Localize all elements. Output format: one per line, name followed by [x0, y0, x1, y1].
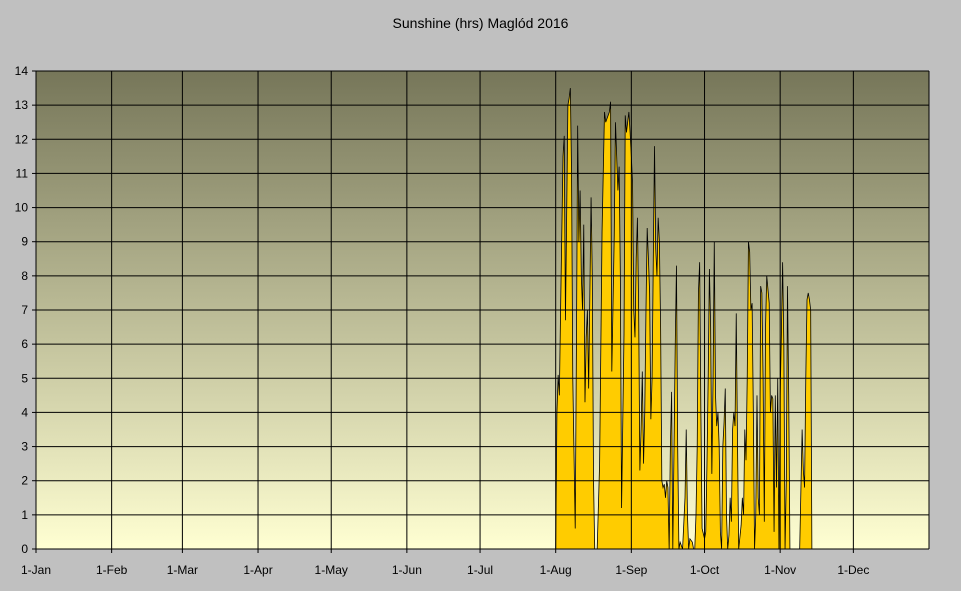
y-tick-label-2: 2 — [21, 474, 28, 488]
y-tick-label-8: 8 — [21, 269, 28, 283]
x-tick-label-1-Oct: 1-Oct — [690, 563, 720, 577]
y-tick-label-0: 0 — [21, 542, 28, 556]
y-tick-label-13: 13 — [15, 98, 29, 112]
x-tick-label-1-May: 1-May — [315, 563, 348, 577]
x-tick-label-1-Aug: 1-Aug — [540, 563, 572, 577]
y-tick-label-4: 4 — [21, 405, 28, 419]
y-tick-label-7: 7 — [21, 303, 28, 317]
x-tick-label-1-Jul: 1-Jul — [467, 563, 493, 577]
x-tick-label-1-Mar: 1-Mar — [167, 563, 198, 577]
y-tick-label-3: 3 — [21, 440, 28, 454]
series-line-0 — [555, 88, 813, 550]
y-tick-label-10: 10 — [15, 201, 29, 215]
x-tick-label-1-Nov: 1-Nov — [764, 563, 796, 577]
y-tick-label-9: 9 — [21, 235, 28, 249]
y-tick-label-12: 12 — [15, 132, 29, 146]
y-tick-label-5: 5 — [21, 371, 28, 385]
series-area-0 — [555, 88, 812, 549]
x-tick-label-1-Jun: 1-Jun — [392, 563, 422, 577]
y-tick-label-14: 14 — [15, 64, 29, 78]
y-tick-label-1: 1 — [21, 508, 28, 522]
x-tick-label-1-Dec: 1-Dec — [837, 563, 869, 577]
y-tick-label-6: 6 — [21, 337, 28, 351]
x-tick-label-1-Feb: 1-Feb — [96, 563, 128, 577]
x-tick-label-1-Sep: 1-Sep — [615, 563, 647, 577]
x-tick-label-1-Apr: 1-Apr — [243, 563, 272, 577]
chart-title: Sunshine (hrs) Maglód 2016 — [392, 15, 569, 31]
y-tick-label-11: 11 — [16, 166, 29, 180]
x-tick-label-1-Jan: 1-Jan — [21, 563, 51, 577]
